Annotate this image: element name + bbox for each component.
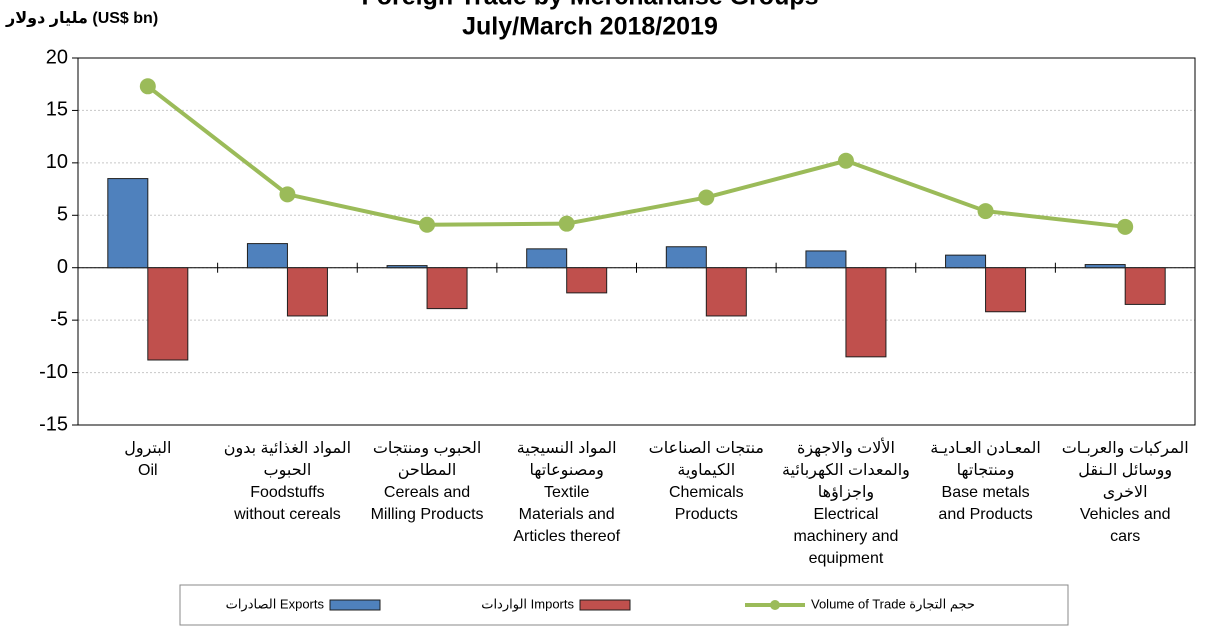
y-tick-label: 15	[46, 99, 68, 121]
line-marker	[279, 186, 296, 203]
x-tick-label: المطاحن	[398, 462, 457, 480]
x-tick-label: الألات والاجهزة	[797, 437, 895, 458]
x-tick-label: Foodstuffs	[250, 484, 324, 501]
bar	[845, 267, 887, 358]
legend-label: Volume of Trade حجم التجارة	[811, 596, 975, 612]
y-tick-label: 10	[46, 151, 68, 173]
chart-subtitle: July/March 2018/2019	[462, 13, 718, 41]
x-tick-label: Cereals and	[384, 484, 470, 501]
x-tick-label: Materials and	[519, 506, 615, 523]
trade-line	[146, 84, 1126, 229]
x-tick-label: الاخرى	[1103, 484, 1148, 502]
x-tick-label: Electrical	[813, 506, 878, 523]
x-tick-label: المعـادن العـاديـة	[930, 440, 1041, 457]
x-tick-label: والمعدات الكهربائية	[782, 462, 910, 480]
x-tick-label: ومصنوعاتها	[529, 462, 603, 480]
y-tick-label: 5	[57, 204, 68, 226]
bar	[805, 250, 847, 269]
x-tick-label: الحبوب ومنتجات	[373, 440, 481, 458]
bar	[1124, 267, 1166, 305]
bar	[426, 267, 468, 310]
plot-area	[78, 58, 1195, 425]
y-tick-label: 0	[57, 256, 68, 278]
x-tick-label: المواد الغذائية بدون	[224, 440, 351, 458]
y-axis-label: مليار دولار (US$ bn)	[5, 10, 158, 27]
x-tick-label: ووسائل الـنقل	[1078, 462, 1172, 480]
x-tick-label: Textile	[544, 484, 589, 501]
x-tick-label: الكيماوية	[677, 462, 735, 480]
bar	[107, 178, 149, 269]
legend-swatch	[329, 599, 381, 611]
line-marker	[698, 189, 715, 206]
x-tick-label: Vehicles and	[1080, 506, 1171, 523]
x-tick-label: without cereals	[233, 506, 341, 523]
line-marker	[977, 203, 994, 220]
line-marker	[419, 216, 436, 233]
x-tick-label: البترول	[124, 440, 171, 458]
bar	[246, 243, 288, 269]
bar	[665, 246, 707, 269]
bar	[945, 254, 987, 269]
line-marker	[558, 215, 575, 232]
x-tick-label: equipment	[809, 550, 884, 567]
line-marker	[837, 152, 854, 169]
legend-marker	[770, 600, 780, 610]
plot-border	[77, 57, 1196, 426]
line-marker	[1117, 218, 1134, 235]
x-tick-label: الحبوب	[264, 462, 312, 480]
bar	[386, 265, 428, 269]
x-tick-label: Oil	[138, 462, 158, 479]
x-tick-label: المركبات والعربـات	[1062, 440, 1189, 458]
bar	[985, 267, 1027, 313]
y-tick-label: -15	[39, 413, 68, 435]
legend-swatch	[579, 599, 631, 611]
legend-label: الواردات Imports	[481, 596, 574, 612]
bar	[286, 267, 328, 317]
x-tick-label: ومنتجاتها	[957, 462, 1015, 480]
x-tick-label: Base metals	[942, 484, 1030, 501]
legend-label: الصادرات Exports	[226, 596, 325, 612]
x-tick-label: المواد النسيجية	[517, 440, 617, 458]
line-marker	[139, 78, 156, 95]
x-tick-label: Milling Products	[371, 506, 484, 523]
x-tick-label: واجزاؤها	[818, 484, 874, 502]
y-tick-label: -10	[39, 361, 68, 383]
x-tick-label: machinery and	[793, 528, 898, 545]
bar	[705, 267, 747, 317]
x-tick-label: cars	[1110, 528, 1140, 545]
bar	[526, 248, 568, 269]
chart-title: Foreign Trade by Merchandise Groups	[361, 0, 818, 11]
x-tick-label: Chemicals	[669, 484, 744, 501]
bar	[147, 267, 189, 361]
x-tick-label: and Products	[938, 506, 1032, 523]
bar	[1084, 264, 1126, 269]
x-tick-label: منتجات الصناعات	[649, 440, 764, 457]
y-tick-label: 20	[46, 46, 68, 68]
y-tick-label: -5	[50, 308, 68, 330]
bar	[566, 267, 608, 294]
x-tick-label: Products	[675, 506, 738, 523]
x-tick-label: Articles thereof	[513, 528, 620, 545]
